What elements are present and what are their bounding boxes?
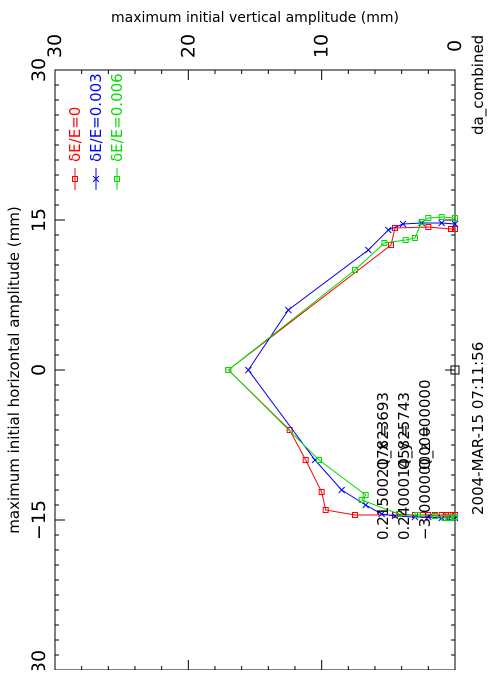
data-point — [378, 510, 386, 518]
data-point — [412, 235, 418, 241]
data-point — [318, 489, 325, 495]
data-point — [452, 226, 458, 232]
marker-stroke — [399, 220, 407, 228]
tune-label: Q_x = — [374, 424, 393, 470]
data-point — [352, 512, 358, 518]
marker-stroke — [284, 306, 292, 314]
legend-label: δE/E=0 — [66, 107, 84, 162]
data-point — [322, 507, 329, 513]
data-point — [432, 513, 438, 519]
data-point — [364, 246, 372, 254]
data-point — [425, 224, 432, 230]
tune-value: 0.24000145825743 — [395, 392, 413, 540]
data-point — [448, 515, 454, 521]
marker-stroke — [338, 486, 346, 494]
data-point — [448, 226, 454, 232]
y-tick-label: 30 — [44, 34, 66, 58]
data-point — [358, 497, 365, 503]
data-point — [438, 214, 445, 220]
data-point — [418, 219, 425, 225]
data-point — [352, 267, 358, 273]
tune-label: Q_y = — [395, 424, 414, 470]
legend-label: δE/E=0.003 — [87, 73, 105, 162]
x-tick-label: 0 — [28, 364, 50, 376]
data-point — [452, 514, 458, 520]
marker-stroke — [451, 220, 459, 228]
chart-timestamp: 2004-MAR-15 07:11:56 — [469, 342, 487, 515]
chart-title: da_combined — [469, 35, 488, 135]
data-point — [381, 240, 388, 246]
marker-stroke — [391, 512, 399, 520]
x-tick-label: 30 — [28, 58, 50, 82]
data-point — [302, 457, 309, 463]
y-tick-label: 20 — [177, 34, 199, 58]
series-line — [227, 216, 456, 519]
legend-marker — [92, 175, 100, 183]
legend-label: δE/E=0.006 — [108, 73, 126, 162]
y-tick-label: 0 — [444, 40, 466, 52]
data-point — [425, 215, 432, 221]
data-point — [284, 306, 292, 314]
data-point — [438, 219, 446, 227]
marker-stroke — [378, 510, 386, 518]
marker-stroke — [384, 226, 392, 234]
x-tick-label: −15 — [28, 500, 50, 540]
x-axis-title: maximum initial horizontal amplitude (mm… — [5, 206, 23, 533]
tune-value: −3.00000000000000 — [416, 380, 434, 541]
data-point — [338, 486, 346, 494]
data-point — [414, 512, 421, 518]
data-point — [402, 237, 409, 243]
data-point — [399, 220, 407, 228]
marker-stroke — [364, 246, 372, 254]
tune-label: Q_z = — [416, 425, 435, 470]
marker-stroke — [244, 366, 252, 374]
data-point — [396, 511, 402, 517]
data-point — [244, 366, 252, 374]
y-tick-label: 10 — [311, 34, 333, 58]
series-line — [247, 222, 456, 519]
data-point — [452, 215, 458, 221]
x-tick-label: −30 — [28, 650, 50, 670]
data-point — [225, 367, 232, 373]
data-point — [441, 515, 448, 521]
origin-marker — [450, 365, 460, 375]
legend-marker — [72, 176, 78, 182]
data-point — [316, 457, 322, 463]
tune-value: 0.21500217823693 — [374, 392, 392, 540]
data-point — [362, 492, 369, 498]
y-axis-title: maximum initial vertical amplitude (mm) — [111, 10, 399, 26]
data-point — [384, 226, 392, 234]
data-point — [451, 220, 459, 228]
x-tick-label: 15 — [28, 208, 50, 232]
legend-marker — [114, 176, 120, 182]
marker-stroke — [438, 219, 446, 227]
